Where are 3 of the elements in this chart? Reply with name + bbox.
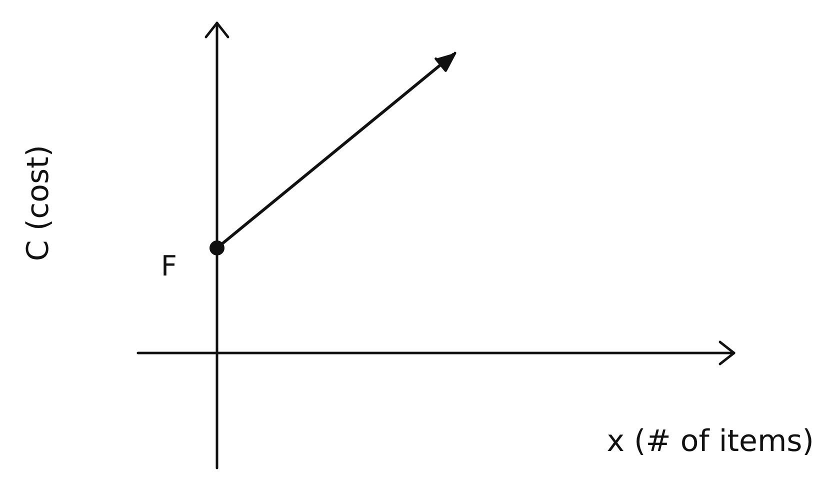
annotation: F xyxy=(160,249,177,282)
x-axis-title: x (# of items) xyxy=(606,424,814,459)
y-axis-title: C (cost) xyxy=(20,144,56,262)
